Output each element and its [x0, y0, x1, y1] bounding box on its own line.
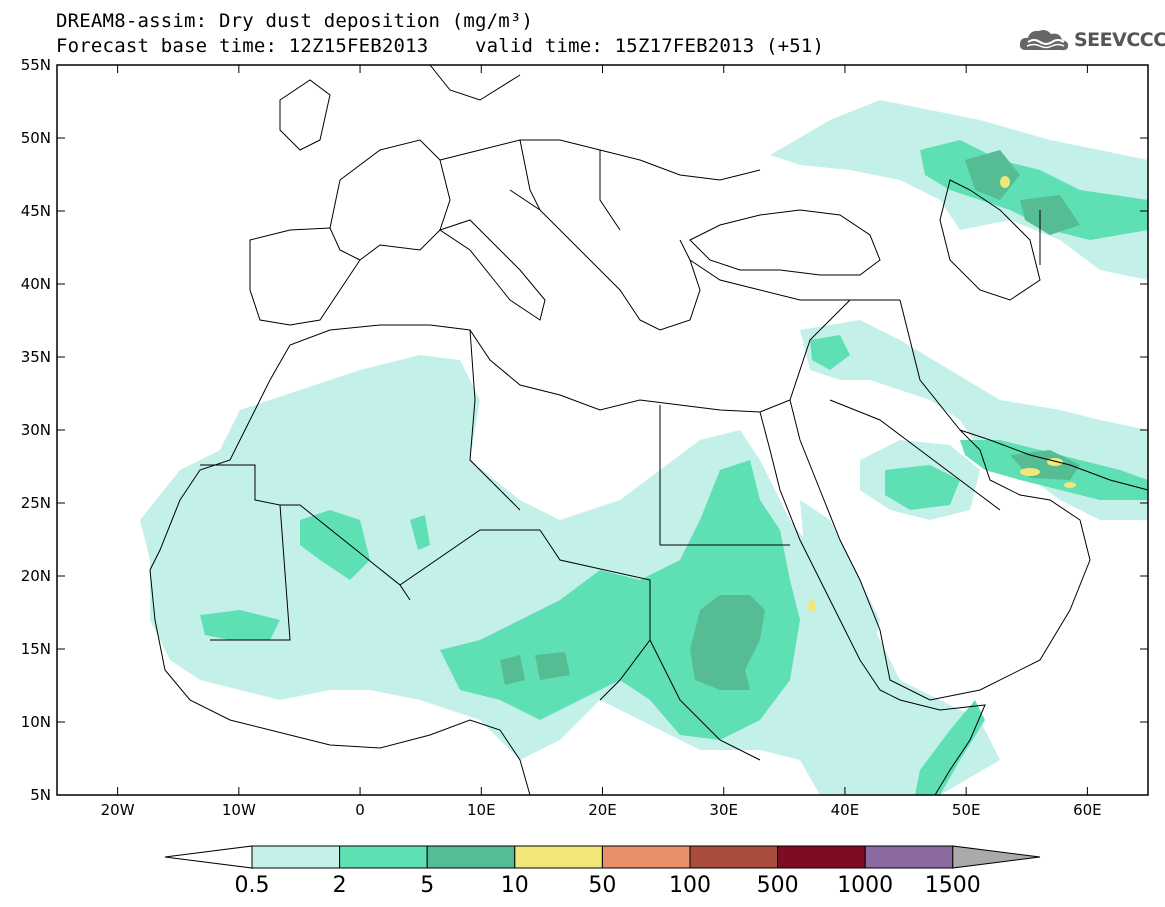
lat-label-55N: 55N	[21, 56, 51, 74]
border-europe-2	[519, 139, 541, 211]
dust-spot-gulf-1	[1020, 468, 1040, 476]
seevccc-logo: SEEVCCC	[1018, 26, 1165, 54]
dust-area-mali	[300, 510, 370, 580]
coastline-france	[329, 139, 451, 261]
lon-label-40E: 40E	[831, 801, 860, 819]
border-mali	[280, 504, 411, 601]
colorbar-legend: 0.5 2 5 10 50 100 500 1000 1500	[164, 845, 1041, 898]
lat-label-5N: 5N	[30, 786, 51, 804]
coastline-black-sea	[689, 209, 881, 276]
dust-area-sahara-west	[140, 355, 1000, 795]
coastline-west-africa	[149, 419, 531, 795]
dust-area-niger	[410, 515, 430, 550]
lon-label-60E: 60E	[1073, 801, 1102, 819]
colorbar-segment	[601, 845, 691, 869]
colorbar-label: 10	[501, 873, 529, 898]
dust-area-sudan-peak	[690, 595, 765, 690]
dust-area-levant	[810, 335, 850, 370]
cloud-icon	[1019, 30, 1069, 51]
dust-area-chad2	[535, 652, 570, 680]
lat-label-20N: 20N	[21, 567, 51, 585]
coastline-horn	[879, 689, 986, 795]
coastline-iberia	[249, 227, 361, 326]
lon-label-10W: 10W	[222, 801, 256, 819]
dust-spot-eritrea	[808, 600, 816, 612]
colorbar-label: 1000	[837, 873, 893, 898]
dust-area-red-sea	[800, 500, 880, 660]
longitude-axis: 20W 10W 0 10E 20E 30E 40E 50E 60E	[101, 65, 1102, 819]
lon-label-30E: 30E	[709, 801, 738, 819]
lon-label-10E: 10E	[467, 801, 496, 819]
lon-label-20E: 20E	[588, 801, 617, 819]
latitude-axis: 55N 50N 45N 40N 35N 30N 25N 20N 15N 10N 5N	[21, 56, 1148, 804]
lat-label-45N: 45N	[21, 202, 51, 220]
border-europe-3	[599, 150, 621, 231]
border-mauritania	[200, 464, 291, 641]
colorbar-under-arrow	[164, 845, 253, 869]
coastline-balkans	[509, 189, 701, 331]
colorbar-segment	[689, 845, 779, 869]
border-sudan-south	[649, 639, 761, 761]
lat-label-35N: 35N	[21, 348, 51, 366]
lat-label-15N: 15N	[21, 640, 51, 658]
dust-field-layer	[140, 100, 1148, 795]
forecast-time-subtitle: Forecast base time: 12Z15FEB2013 valid t…	[56, 35, 825, 57]
colorbar-label: 0.5	[235, 873, 270, 898]
logo-text: SEEVCCC	[1074, 29, 1165, 51]
colorbar-segment	[777, 845, 866, 869]
border-chad	[539, 529, 651, 701]
lat-label-25N: 25N	[21, 494, 51, 512]
colorbar-segment	[514, 845, 603, 869]
coastline-gulf-iran	[959, 429, 1148, 491]
dust-area-somalia	[915, 700, 985, 795]
colorbar-label: 100	[669, 873, 711, 898]
border-iran-iraq	[899, 299, 961, 431]
dust-spot-oman	[1064, 482, 1076, 488]
border-niger	[399, 529, 540, 586]
colorbar-label: 500	[757, 873, 799, 898]
colorbar-segment	[864, 845, 954, 869]
colorbar-label: 1500	[925, 873, 981, 898]
colorbar-segment	[339, 845, 428, 869]
border-algeria-libya	[469, 329, 521, 511]
dust-area-saudi	[885, 465, 960, 510]
coastline-arabia	[789, 399, 1091, 701]
dust-spot-kazakh	[1000, 176, 1010, 188]
lon-label-50E: 50E	[952, 801, 981, 819]
colorbar-segment	[426, 845, 516, 869]
lon-label-20W: 20W	[101, 801, 135, 819]
colorbar-segment	[251, 845, 341, 869]
lat-label-40N: 40N	[21, 275, 51, 293]
colorbar-over-arrow	[952, 845, 1041, 869]
dust-area-senegal	[200, 610, 280, 640]
dust-area-turkmen	[1020, 195, 1080, 235]
coastline-uk	[279, 79, 331, 151]
border-saudi	[829, 399, 1001, 511]
lon-label-0: 0	[355, 801, 365, 819]
lat-label-30N: 30N	[21, 421, 51, 439]
coastline-layer	[149, 65, 1148, 795]
colorbar-label: 5	[420, 873, 434, 898]
map-title: DREAM8-assim: Dry dust deposition (mg/m³…	[56, 10, 534, 32]
colorbar-label: 50	[588, 873, 616, 898]
coastline-red-sea	[759, 411, 881, 691]
coastline-mediterranean-south	[249, 299, 851, 421]
colorbar-label: 2	[333, 873, 347, 898]
dust-area-chad	[500, 655, 525, 685]
coastline-caspian	[939, 179, 1041, 301]
coastline-italy	[438, 219, 546, 321]
coastline-turkey	[689, 259, 900, 301]
dust-spot-gulf-2	[1047, 458, 1063, 466]
lat-label-10N: 10N	[21, 713, 51, 731]
lat-label-50N: 50N	[21, 129, 51, 147]
coastline-scandinavia	[429, 65, 521, 101]
